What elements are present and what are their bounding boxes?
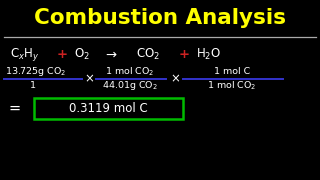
Text: O$_2$: O$_2$ xyxy=(74,46,90,62)
Text: 0.3119 mol C: 0.3119 mol C xyxy=(68,102,148,114)
Text: +: + xyxy=(57,48,68,60)
Text: CO$_2$: CO$_2$ xyxy=(136,46,160,62)
Text: Combustion Analysis: Combustion Analysis xyxy=(34,8,286,28)
Text: 1 mol CO$_2$: 1 mol CO$_2$ xyxy=(207,80,257,92)
Text: C$_x$H$_y$: C$_x$H$_y$ xyxy=(10,46,39,62)
Text: $\times$: $\times$ xyxy=(84,73,94,86)
Text: 44.01g CO$_2$: 44.01g CO$_2$ xyxy=(102,80,158,93)
Text: $\times$: $\times$ xyxy=(170,73,180,86)
Text: 1 mol C: 1 mol C xyxy=(214,68,250,76)
Text: =: = xyxy=(8,100,20,116)
Text: H$_2$O: H$_2$O xyxy=(196,46,221,62)
Text: 13.725g CO$_2$: 13.725g CO$_2$ xyxy=(5,66,66,78)
Text: $\rightarrow$: $\rightarrow$ xyxy=(103,48,118,60)
FancyBboxPatch shape xyxy=(34,98,182,118)
Text: 1 mol CO$_2$: 1 mol CO$_2$ xyxy=(105,66,155,78)
Text: +: + xyxy=(179,48,189,60)
Text: 1: 1 xyxy=(30,82,36,91)
